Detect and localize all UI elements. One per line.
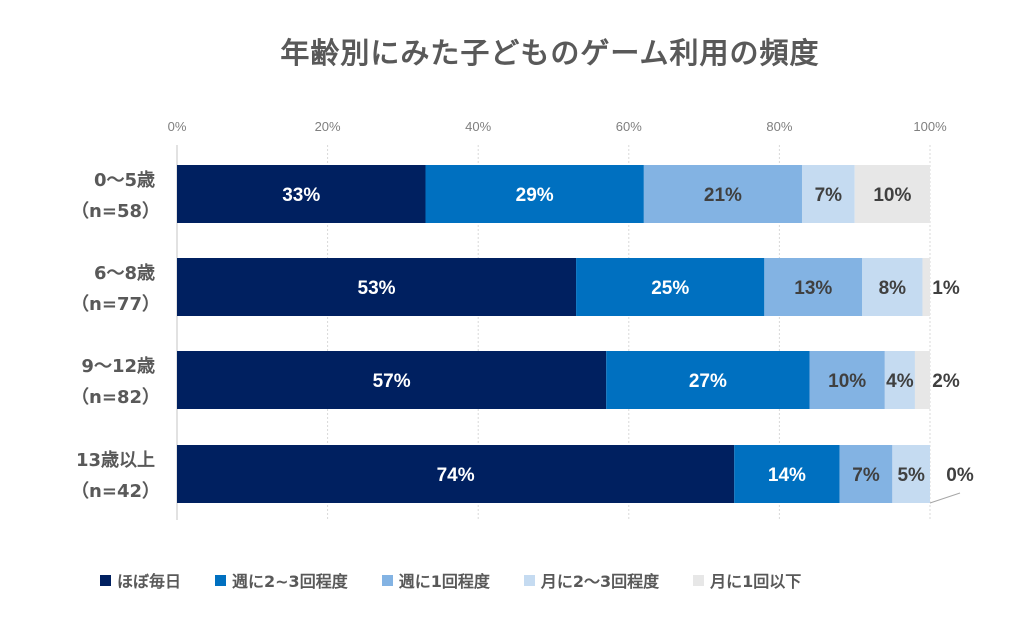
category-label: 9〜12歳 bbox=[81, 356, 155, 377]
bar-segment bbox=[643, 165, 802, 223]
legend-swatch-icon bbox=[693, 574, 705, 586]
legend-label: 週に1回程度 bbox=[398, 572, 490, 591]
bar-segment bbox=[606, 351, 810, 409]
data-label: 2% bbox=[932, 371, 960, 392]
data-label: 4% bbox=[886, 371, 914, 392]
data-label: 53% bbox=[358, 278, 396, 299]
data-label: 0% bbox=[946, 465, 974, 486]
legend-swatch-icon bbox=[381, 574, 393, 586]
bar-segment bbox=[854, 165, 930, 223]
category-sample-size: （n=58） bbox=[71, 201, 160, 222]
data-label: 33% bbox=[282, 185, 320, 206]
data-label: 25% bbox=[651, 278, 689, 299]
category-label: 13歳以上 bbox=[76, 450, 155, 471]
x-tick-label: 100% bbox=[913, 119, 947, 134]
x-tick-label: 0% bbox=[168, 119, 187, 134]
data-label: 1% bbox=[932, 278, 960, 299]
legend-swatch-icon bbox=[215, 574, 227, 586]
bar-segment bbox=[884, 351, 915, 409]
bar-segment bbox=[177, 165, 426, 223]
legend-swatch-icon bbox=[100, 574, 111, 586]
bar-segments bbox=[177, 165, 930, 503]
bar-segment bbox=[764, 258, 863, 316]
data-label: 7% bbox=[852, 465, 880, 486]
legend: ほぼ毎日 週に2~3回程度 週に1回程度 月に2〜3回程度 月に1回以下 bbox=[100, 568, 801, 592]
bar-segment bbox=[734, 445, 840, 503]
legend-label: 月に2〜3回程度 bbox=[540, 572, 660, 591]
bar-segment bbox=[809, 351, 885, 409]
legend-swatch-icon bbox=[523, 574, 535, 586]
legend-item: 週に1回程度 bbox=[381, 568, 490, 592]
category-label: 0〜5歳 bbox=[94, 170, 155, 191]
category-sample-size: （n=82） bbox=[71, 387, 160, 408]
x-tick-label: 40% bbox=[465, 119, 491, 134]
legend-label: 月に1回以下 bbox=[710, 572, 802, 591]
bar-segment bbox=[801, 165, 855, 223]
bar-segment bbox=[922, 258, 930, 316]
data-label: 57% bbox=[373, 371, 411, 392]
bar-segment bbox=[839, 445, 893, 503]
bar-segment bbox=[177, 258, 577, 316]
data-label: 27% bbox=[689, 371, 727, 392]
bar-segment bbox=[177, 445, 735, 503]
leader-line bbox=[929, 492, 961, 504]
data-label: 10% bbox=[828, 371, 866, 392]
data-label: 13% bbox=[794, 278, 832, 299]
data-label: 29% bbox=[516, 185, 554, 206]
bar-segment bbox=[862, 258, 923, 316]
x-tick-label: 20% bbox=[315, 119, 341, 134]
category-label: 6〜8歳 bbox=[94, 263, 155, 284]
data-label: 14% bbox=[768, 465, 806, 486]
bar-segment bbox=[425, 165, 644, 223]
category-sample-size: （n=77） bbox=[71, 294, 160, 315]
data-label: 8% bbox=[879, 278, 907, 299]
x-tick-label: 80% bbox=[766, 119, 792, 134]
data-label: 21% bbox=[704, 185, 742, 206]
legend-label: 週に2~3回程度 bbox=[232, 572, 348, 591]
x-tick-label: 60% bbox=[616, 119, 642, 134]
data-labels: 33% 29% 21% 7% 10% 53% 25% 13% 8% 1% 57% 27% 10% 4% 2%… bbox=[282, 185, 974, 504]
data-label: 10% bbox=[873, 185, 911, 206]
legend-item: 月に2〜3回程度 bbox=[523, 568, 660, 592]
category-labels: 0〜5歳 （n=58） 6〜8歳 （n=77） 9〜12歳 （n=82） 13歳以上 （n=4… bbox=[71, 170, 160, 502]
bar-segment bbox=[576, 258, 765, 316]
legend-label: ほぼ毎日 bbox=[117, 572, 182, 591]
legend-item: 月に1回以下 bbox=[693, 568, 801, 592]
data-label: 7% bbox=[815, 185, 843, 206]
legend-item: ほぼ毎日 bbox=[100, 568, 181, 592]
x-axis-tick-labels: 0% 20% 40% 60% 80% 100% bbox=[168, 119, 947, 134]
data-label: 74% bbox=[437, 465, 475, 486]
bar-segment bbox=[892, 445, 930, 503]
data-label: 5% bbox=[897, 465, 925, 486]
legend-item: 週に2~3回程度 bbox=[215, 568, 348, 592]
chart-title: 年齢別にみた子どものゲーム利用の頻度 bbox=[280, 36, 820, 70]
bar-segment bbox=[914, 351, 930, 409]
category-sample-size: （n=42） bbox=[71, 481, 160, 502]
bar-segment bbox=[177, 351, 607, 409]
